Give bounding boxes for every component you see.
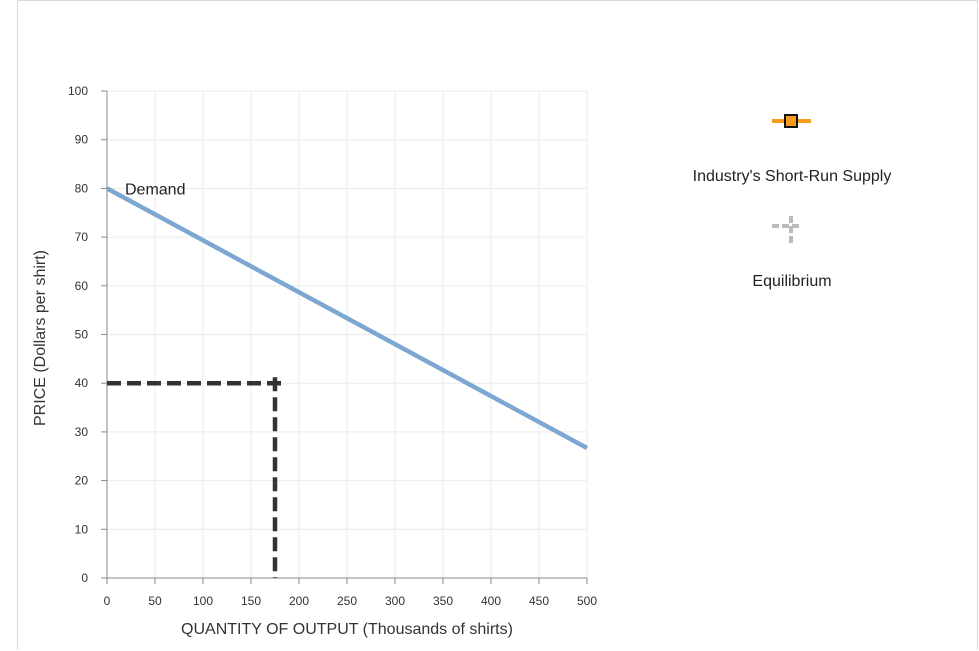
x-tick-label: 450 bbox=[529, 594, 549, 608]
x-tick-label: 250 bbox=[337, 594, 357, 608]
axes bbox=[101, 90, 588, 584]
x-axis-title: QUANTITY OF OUTPUT (Thousands of shirts) bbox=[181, 621, 513, 638]
y-tick-label: 90 bbox=[75, 133, 89, 147]
y-tick-label: 10 bbox=[75, 522, 89, 536]
x-tick-label: 0 bbox=[104, 594, 111, 608]
y-tick-label: 30 bbox=[75, 425, 89, 439]
tick-labels: 0 10 20 30 40 50 60 70 80 90 100 0 50 100 150 200 250 300… bbox=[68, 84, 597, 608]
x-tick-label: 200 bbox=[289, 594, 309, 608]
y-tick-label: 60 bbox=[75, 279, 89, 293]
x-tick-label: 50 bbox=[148, 594, 162, 608]
gray-cross-icon bbox=[772, 216, 801, 244]
legend-item-equilibrium[interactable]: Equilibrium bbox=[752, 216, 832, 290]
legend: Industry's Short-Run Supply Equilibrium bbox=[693, 114, 892, 290]
legend-item-supply[interactable]: Industry's Short-Run Supply bbox=[693, 114, 892, 185]
chart-panel bbox=[17, 0, 978, 650]
y-tick-label: 80 bbox=[75, 181, 89, 195]
x-tick-label: 350 bbox=[433, 594, 453, 608]
y-tick-label: 50 bbox=[75, 328, 89, 342]
y-tick-label: 40 bbox=[75, 376, 89, 390]
y-tick-label: 0 bbox=[81, 571, 88, 585]
legend-label-supply: Industry's Short-Run Supply bbox=[693, 168, 892, 185]
y-axis-title: PRICE (Dollars per shirt) bbox=[32, 250, 49, 426]
x-tick-label: 500 bbox=[577, 594, 597, 608]
y-tick-label: 20 bbox=[75, 474, 89, 488]
orange-square-icon bbox=[784, 114, 798, 128]
demand-line bbox=[105, 186, 589, 450]
series-layer: Demand bbox=[105, 181, 589, 578]
x-tick-label: 100 bbox=[193, 594, 213, 608]
demand-label: Demand bbox=[125, 181, 185, 198]
x-tick-label: 150 bbox=[241, 594, 261, 608]
x-tick-label: 400 bbox=[481, 594, 501, 608]
x-tick-label: 300 bbox=[385, 594, 405, 608]
legend-label-equilibrium: Equilibrium bbox=[752, 273, 831, 290]
y-tick-label: 70 bbox=[75, 230, 89, 244]
y-tick-label: 100 bbox=[68, 84, 88, 98]
grid bbox=[107, 90, 588, 578]
